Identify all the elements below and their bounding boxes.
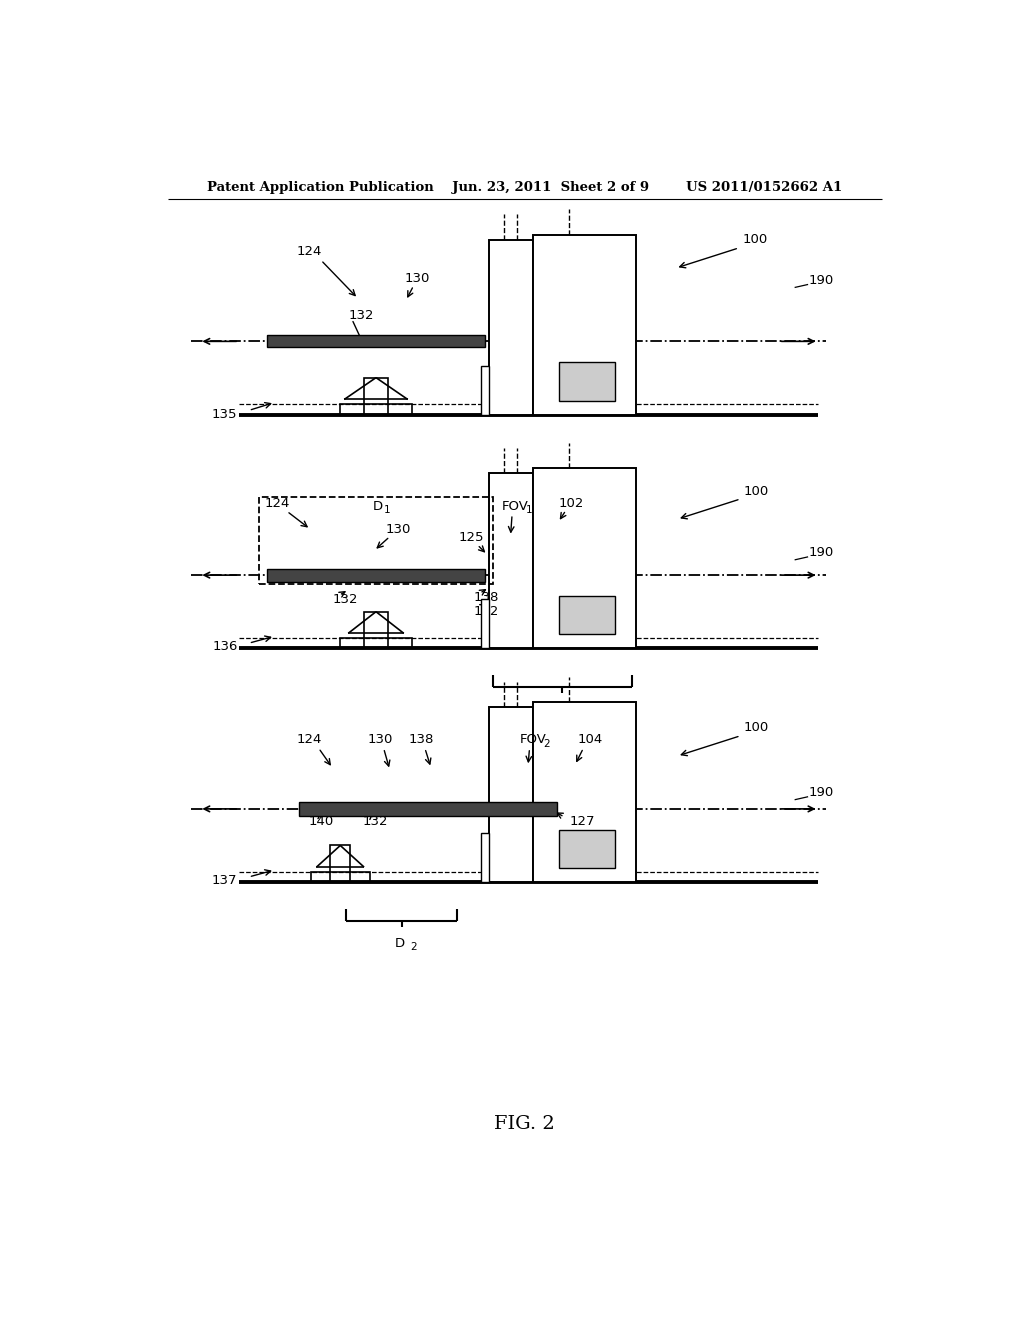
Text: 124: 124 xyxy=(296,734,322,746)
Text: 190: 190 xyxy=(809,787,835,799)
Text: 136: 136 xyxy=(212,640,238,653)
Bar xyxy=(299,803,557,816)
Bar xyxy=(532,469,636,648)
Bar xyxy=(481,833,489,882)
Bar xyxy=(267,335,485,347)
Bar xyxy=(481,599,489,648)
Text: 138: 138 xyxy=(473,591,499,605)
Bar xyxy=(558,362,615,400)
Text: Patent Application Publication    Jun. 23, 2011  Sheet 2 of 9        US 2011/015: Patent Application Publication Jun. 23, … xyxy=(207,181,843,194)
Text: 100: 100 xyxy=(743,721,769,734)
Text: 100: 100 xyxy=(742,234,768,247)
Text: 127: 127 xyxy=(569,814,595,828)
Text: 132: 132 xyxy=(362,814,388,828)
Bar xyxy=(558,595,615,635)
Text: 130: 130 xyxy=(368,734,393,746)
Bar xyxy=(267,569,485,582)
Bar xyxy=(489,708,532,882)
Bar xyxy=(340,404,412,414)
Text: D: D xyxy=(373,499,383,512)
Bar xyxy=(267,335,485,347)
Text: FIG. 2: FIG. 2 xyxy=(495,1115,555,1133)
Text: 190: 190 xyxy=(809,546,835,560)
Bar xyxy=(489,240,532,414)
Text: 142: 142 xyxy=(473,605,499,618)
Bar xyxy=(365,378,388,414)
Text: 140: 140 xyxy=(309,814,334,828)
Bar xyxy=(365,611,388,648)
Text: 104: 104 xyxy=(578,734,602,746)
Bar xyxy=(489,474,532,648)
Bar xyxy=(299,803,557,816)
Bar xyxy=(558,830,615,869)
Text: 138: 138 xyxy=(409,734,434,746)
Text: 190: 190 xyxy=(809,273,835,286)
Text: 124: 124 xyxy=(264,498,290,511)
Text: 135: 135 xyxy=(212,408,238,421)
Text: 125: 125 xyxy=(459,531,484,544)
Text: 132: 132 xyxy=(348,309,374,322)
Bar xyxy=(267,569,485,582)
Bar xyxy=(532,235,636,414)
Text: 130: 130 xyxy=(385,523,411,536)
Text: FOV: FOV xyxy=(519,734,546,746)
Text: 122: 122 xyxy=(550,702,575,715)
Text: 2: 2 xyxy=(411,942,417,952)
Text: 1: 1 xyxy=(526,506,532,515)
Text: 137: 137 xyxy=(212,874,238,887)
Text: 130: 130 xyxy=(404,272,430,285)
Text: 2: 2 xyxy=(544,739,550,748)
Bar xyxy=(259,498,494,583)
Bar xyxy=(340,639,412,648)
Bar xyxy=(532,702,636,882)
Text: 1: 1 xyxy=(384,506,391,515)
Text: D: D xyxy=(394,937,404,949)
Text: 132: 132 xyxy=(333,593,358,606)
Bar xyxy=(481,366,489,414)
Bar xyxy=(310,873,370,882)
Text: 124: 124 xyxy=(296,246,322,259)
Text: 102: 102 xyxy=(558,498,584,511)
Text: 100: 100 xyxy=(743,486,769,498)
Text: FOV: FOV xyxy=(502,499,528,512)
Bar xyxy=(331,846,350,882)
